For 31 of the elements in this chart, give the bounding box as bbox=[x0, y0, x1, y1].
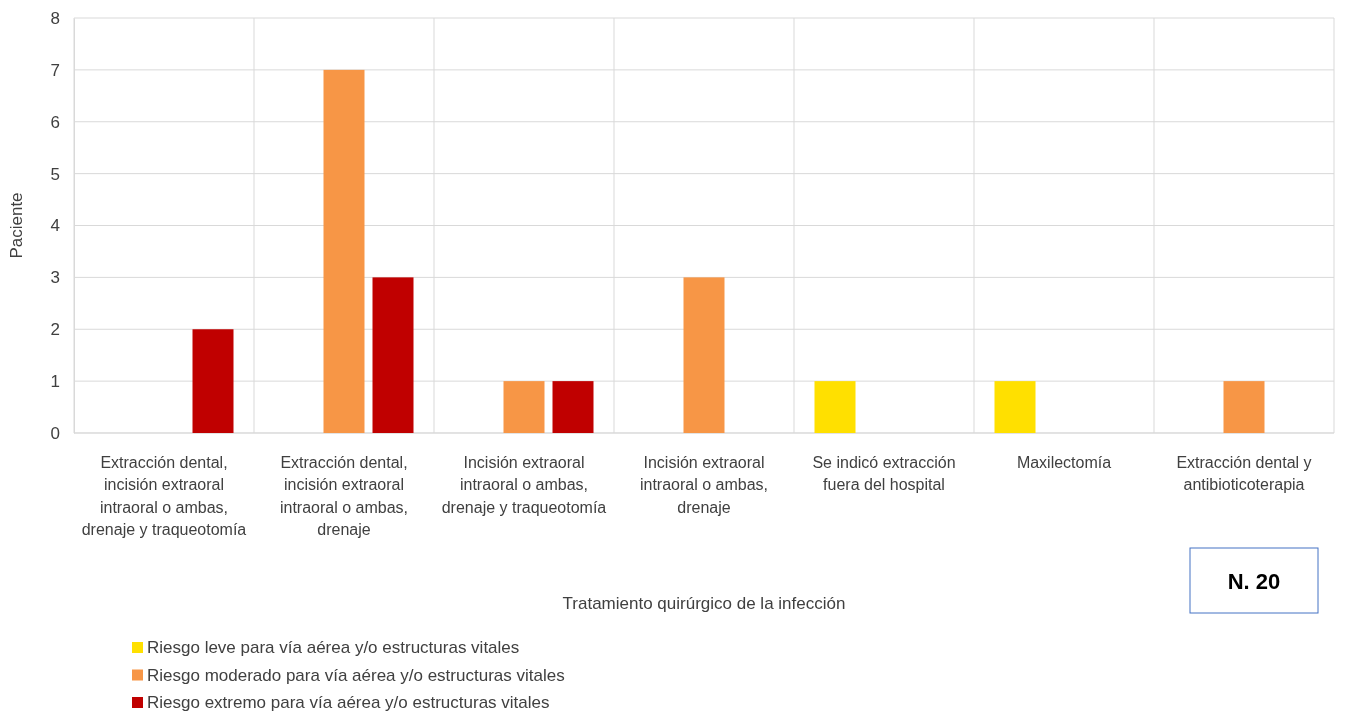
y-tick-label: 3 bbox=[50, 268, 60, 288]
bar bbox=[323, 69, 365, 433]
bar bbox=[1223, 381, 1265, 433]
y-tick-label: 7 bbox=[50, 60, 60, 80]
legend-label: Riesgo moderado para vía aérea y/o estructuras vitales bbox=[147, 665, 565, 685]
legend-label: Riesgo leve para vía aérea y/o estructuras vitales bbox=[147, 638, 520, 657]
text: N. 20 bbox=[1227, 569, 1281, 594]
x-tick-label: Extracción dental y antibioticoterapia bbox=[1176, 454, 1312, 494]
bar bbox=[372, 277, 414, 433]
x-axis-title: Tratamiento quirúrgico de la infección bbox=[562, 594, 846, 613]
y-tick-label: 1 bbox=[50, 372, 60, 392]
y-tick-label: 5 bbox=[50, 164, 60, 184]
x-tick-label: Extracción dental, incisión extraoral intraoral o ambas, drenaje y traqueotomía bbox=[81, 454, 247, 539]
x-tick-label: Incisión extraoral intraoral o ambas, drenaje bbox=[639, 454, 769, 516]
y-tick-label: 2 bbox=[50, 320, 60, 340]
bar bbox=[814, 381, 856, 433]
x-tick-label: Incisión extraoral intraoral o ambas, drenaje y traqueotomía bbox=[441, 454, 607, 516]
x-tick-label: Extracción dental, incisión extraoral intraoral o ambas, drenaje bbox=[279, 454, 409, 539]
x-tick-label: Se indicó extracción fuera del hospital bbox=[812, 454, 956, 494]
y-tick-label: 4 bbox=[50, 216, 60, 236]
y-tick-label: 6 bbox=[50, 112, 60, 132]
bar bbox=[192, 329, 234, 433]
bar bbox=[552, 381, 594, 433]
y-tick-label: 0 bbox=[50, 423, 60, 443]
bar bbox=[683, 277, 725, 433]
y-axis-title: Paciente bbox=[7, 192, 26, 259]
bar bbox=[994, 381, 1036, 433]
y-tick-label: 8 bbox=[50, 8, 60, 28]
x-tick-label: Maxilectomía bbox=[1016, 454, 1112, 471]
legend-label: Riesgo extremo para vía aérea y/o estructuras vitales bbox=[147, 693, 550, 712]
bar bbox=[503, 381, 545, 433]
